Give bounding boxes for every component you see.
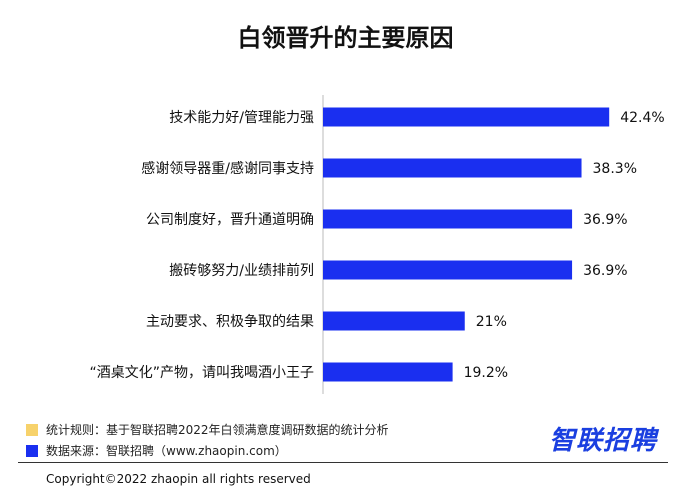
stat-rule-note: 统计规则：基于智联招聘2022年白领满意度调研数据的统计分析: [26, 421, 389, 438]
value-label: 42.4%: [620, 110, 664, 126]
category-label: 主动要求、积极争取的结果: [146, 314, 314, 330]
data-source-note: 数据来源：智联招聘（www.zhaopin.com）: [26, 442, 287, 459]
category-label: 技术能力好/管理能力强: [169, 110, 314, 126]
category-label: 感谢领导器重/感谢同事支持: [141, 160, 314, 177]
bar: [323, 311, 465, 331]
footer-divider: [18, 462, 668, 463]
value-label: 19.2%: [464, 365, 508, 381]
category-label: 搬砖够努力/业绩排前列: [169, 262, 314, 279]
stat-rule-text: 统计规则：基于智联招聘2022年白领满意度调研数据的统计分析: [46, 423, 389, 437]
category-label: 公司制度好，晋升通道明确: [146, 212, 314, 228]
zhaopin-logo: 智联招聘: [549, 426, 658, 456]
bar: [323, 209, 573, 229]
bar-chart: 技术能力好/管理能力强 42.4% 感谢领导器重/感谢同事支持 38.3% 公司制度好，…: [89, 95, 665, 394]
data-source-text: 数据来源：智联招聘（www.zhaopin.com）: [46, 444, 287, 458]
chart-title: 白领晋升的主要原因: [237, 24, 454, 52]
yellow-square-icon: [26, 423, 38, 436]
value-label: 36.9%: [583, 263, 627, 279]
value-label: 38.3%: [593, 161, 637, 177]
value-label: 36.9%: [583, 212, 627, 228]
value-label: 21%: [476, 314, 507, 330]
bar: [323, 107, 610, 127]
blue-square-icon: [26, 444, 38, 457]
category-label: “酒桌文化”产物，请叫我喝酒小王子: [89, 365, 314, 381]
bar: [323, 158, 582, 178]
bar: [323, 260, 573, 280]
copyright-text: Copyright©2022 zhaopin all rights reserv…: [46, 472, 311, 486]
bar: [323, 362, 453, 382]
